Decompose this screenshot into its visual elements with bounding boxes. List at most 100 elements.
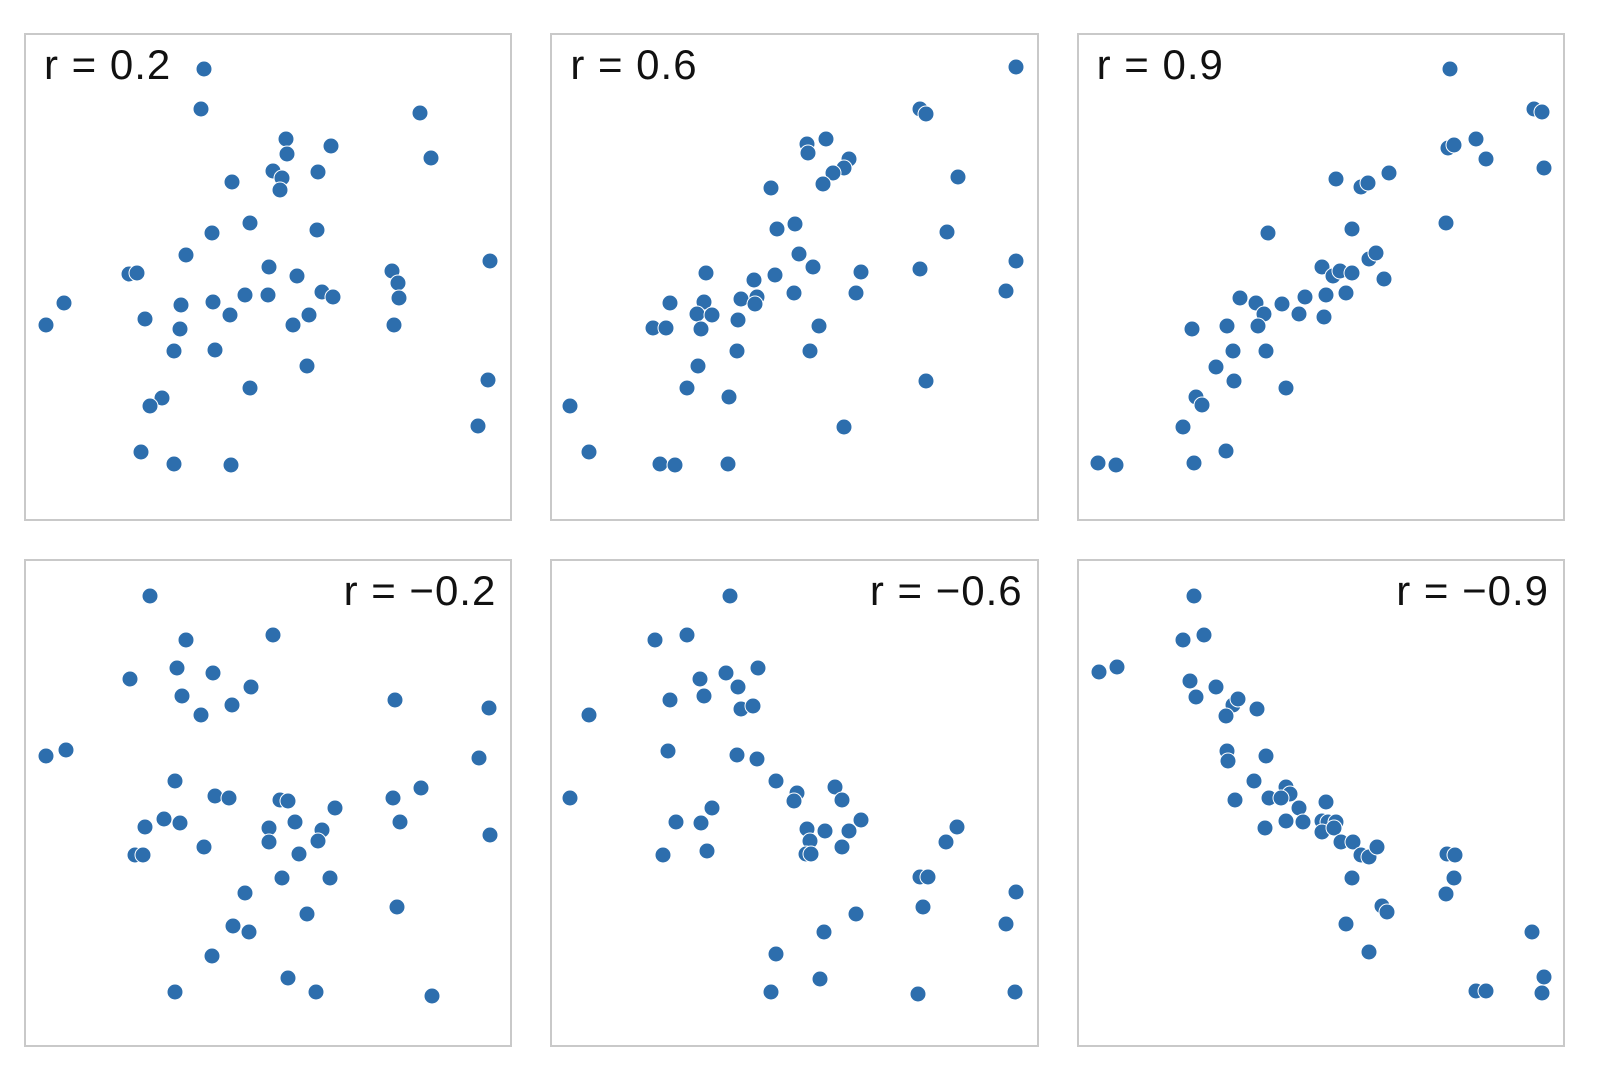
data-point: [136, 310, 154, 328]
data-point: [717, 664, 735, 682]
data-point: [290, 845, 308, 863]
data-point: [580, 706, 598, 724]
data-point: [1277, 379, 1295, 397]
data-point: [1533, 984, 1551, 1002]
data-point: [1089, 454, 1107, 472]
data-point: [385, 316, 403, 334]
data-point: [279, 792, 297, 810]
data-point: [1315, 308, 1333, 326]
data-point: [308, 221, 326, 239]
data-point: [703, 306, 721, 324]
data-point: [1183, 320, 1201, 338]
data-point: [997, 282, 1015, 300]
data-point: [811, 970, 829, 988]
data-point: [1185, 587, 1203, 605]
data-point: [322, 137, 340, 155]
data-point: [412, 779, 430, 797]
data-point: [1257, 747, 1275, 765]
data-point: [667, 813, 685, 831]
data-point: [286, 813, 304, 831]
data-point: [1337, 284, 1355, 302]
data-point: [1217, 442, 1235, 460]
data-point: [165, 455, 183, 473]
plot-area: [26, 35, 510, 519]
data-point: [689, 357, 707, 375]
data-point: [1437, 214, 1455, 232]
data-point: [762, 179, 780, 197]
data-point: [810, 317, 828, 335]
data-point: [847, 905, 865, 923]
data-point: [799, 144, 817, 162]
data-point: [242, 678, 260, 696]
data-point: [204, 664, 222, 682]
data-point: [729, 678, 747, 696]
data-point: [203, 947, 221, 965]
data-point: [134, 846, 152, 864]
data-point: [260, 258, 278, 276]
data-point: [1343, 264, 1361, 282]
data-point: [815, 923, 833, 941]
correlation-label: r = 0.6: [570, 41, 698, 88]
data-point: [938, 223, 956, 241]
data-point: [802, 845, 820, 863]
data-point: [749, 659, 767, 677]
data-point: [236, 884, 254, 902]
data-point: [1375, 270, 1393, 288]
data-point: [833, 838, 851, 856]
data-point: [580, 443, 598, 461]
data-point: [1359, 174, 1377, 192]
data-point: [997, 915, 1015, 933]
data-point: [224, 917, 242, 935]
data-point: [1219, 752, 1237, 770]
data-point: [790, 245, 808, 263]
scatter-panel-r-pos-0.9: r = 0.9: [1076, 33, 1565, 521]
data-point: [241, 214, 259, 232]
data-point: [1229, 690, 1247, 708]
data-point: [909, 985, 927, 1003]
data-point: [298, 357, 316, 375]
correlation-label: r = −0.2: [343, 567, 497, 614]
scatter-panel-r-pos-0.2: r = 0.2: [24, 33, 513, 521]
data-point: [223, 696, 241, 714]
data-point: [1006, 983, 1024, 1001]
correlation-label: r = −0.9: [1396, 567, 1549, 614]
data-point: [1446, 846, 1464, 864]
data-point: [937, 833, 955, 851]
data-point: [766, 266, 784, 284]
data-point: [666, 456, 684, 474]
data-point: [785, 792, 803, 810]
plot-area: [552, 561, 1036, 1045]
data-point: [384, 789, 402, 807]
data-point: [914, 898, 932, 916]
data-point: [1441, 60, 1459, 78]
data-point: [155, 810, 173, 828]
scatter-panel-r-pos-0.6: r = 0.6: [550, 33, 1039, 521]
data-point: [698, 842, 716, 860]
data-point: [1277, 812, 1295, 830]
data-point: [762, 983, 780, 1001]
data-point: [1343, 220, 1361, 238]
data-point: [817, 130, 835, 148]
data-point: [847, 284, 865, 302]
data-point: [678, 379, 696, 397]
data-point: [307, 983, 325, 1001]
plot-area: [26, 561, 510, 1045]
data-point: [1225, 372, 1243, 390]
data-point: [388, 898, 406, 916]
data-point: [121, 670, 139, 688]
data-point: [1231, 289, 1249, 307]
scatter-panel-r-neg-0.9: r = −0.9: [1076, 559, 1565, 1047]
scatter-panel-r-neg-0.6: r = −0.6: [550, 559, 1039, 1047]
data-point: [1007, 883, 1025, 901]
data-point: [481, 252, 499, 270]
data-point: [166, 772, 184, 790]
data-point: [470, 749, 488, 767]
data-point: [481, 826, 498, 844]
data-point: [1224, 342, 1242, 360]
data-point: [1273, 295, 1291, 313]
data-point: [271, 181, 289, 199]
data-point: [141, 587, 159, 605]
data-point: [646, 631, 664, 649]
data-point: [37, 747, 55, 765]
